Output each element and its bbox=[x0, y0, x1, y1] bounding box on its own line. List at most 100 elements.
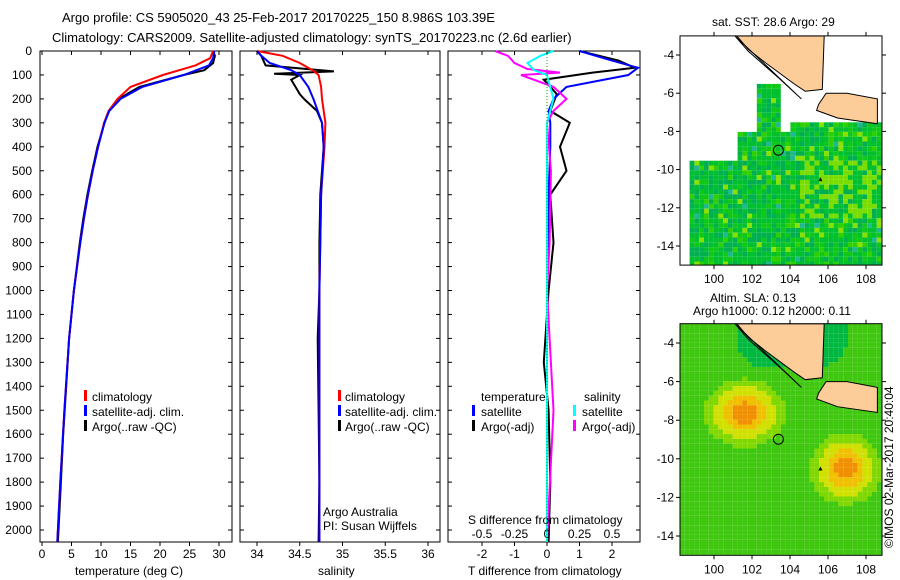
map-cell bbox=[780, 496, 786, 502]
map-cell bbox=[852, 424, 858, 430]
map-cell bbox=[761, 414, 767, 420]
map-cell bbox=[800, 496, 805, 502]
map-cell bbox=[800, 410, 805, 415]
map-cell bbox=[761, 131, 767, 137]
map-cell bbox=[732, 357, 738, 363]
map-cell bbox=[699, 530, 704, 535]
map-cell bbox=[790, 525, 796, 531]
map-cell bbox=[876, 189, 882, 195]
map-cell bbox=[785, 155, 791, 161]
map-cell bbox=[689, 424, 695, 430]
map-cell bbox=[766, 482, 772, 487]
map-cell bbox=[867, 362, 872, 367]
map-cell bbox=[752, 170, 757, 176]
map-cell bbox=[713, 395, 719, 401]
map-cell bbox=[694, 438, 700, 444]
map-cell bbox=[828, 141, 834, 147]
map-cell bbox=[766, 434, 772, 439]
map-cell bbox=[867, 256, 872, 262]
map-cell bbox=[771, 107, 776, 113]
map-cell bbox=[872, 237, 877, 243]
map-cell bbox=[752, 510, 757, 516]
map-cell bbox=[742, 448, 748, 454]
map-cell bbox=[723, 160, 728, 166]
map-cell bbox=[804, 179, 810, 185]
map-cell bbox=[708, 333, 714, 339]
map-cell bbox=[756, 203, 762, 209]
map-cell bbox=[766, 525, 772, 531]
map-cell bbox=[747, 549, 752, 555]
map-cell bbox=[800, 247, 805, 252]
map-cell bbox=[876, 223, 882, 228]
map-cell bbox=[857, 208, 863, 214]
map-cell bbox=[737, 131, 743, 137]
map-cell bbox=[833, 333, 839, 339]
map-cell bbox=[872, 261, 877, 266]
map-cell bbox=[872, 127, 877, 132]
map-cell bbox=[838, 434, 844, 439]
map-cell bbox=[843, 199, 848, 204]
map-cell bbox=[723, 170, 728, 176]
map-cell bbox=[728, 405, 733, 411]
map-cell bbox=[723, 247, 728, 252]
map-cell bbox=[694, 251, 700, 257]
map-cell bbox=[819, 213, 824, 219]
legend-label: Argo(-adj) bbox=[481, 420, 534, 434]
map-cell bbox=[872, 453, 877, 459]
map-cell bbox=[689, 342, 695, 348]
map-cell bbox=[833, 141, 839, 147]
map-cell bbox=[828, 458, 834, 463]
map-cell bbox=[689, 376, 695, 382]
map-cell bbox=[833, 491, 839, 497]
map-cell bbox=[694, 242, 700, 248]
map-cell bbox=[828, 544, 834, 550]
map-cell bbox=[747, 218, 752, 224]
map-cell bbox=[680, 400, 685, 406]
map-cell bbox=[728, 203, 733, 209]
map-cell bbox=[809, 400, 815, 406]
map-cell bbox=[814, 501, 820, 507]
map-cell bbox=[867, 419, 872, 425]
map-cell bbox=[718, 342, 724, 348]
map-cell bbox=[728, 208, 733, 214]
map-cell bbox=[713, 467, 719, 473]
map-cell bbox=[771, 434, 776, 439]
map-cell bbox=[814, 486, 820, 492]
map-cell bbox=[795, 146, 800, 152]
map-cell bbox=[867, 525, 872, 531]
map-cell bbox=[824, 554, 829, 556]
map-cell bbox=[747, 160, 752, 166]
map-cell bbox=[752, 458, 757, 463]
coast-contour bbox=[734, 323, 802, 388]
map-cell bbox=[876, 390, 882, 396]
map-cell bbox=[689, 194, 695, 200]
map-cell bbox=[828, 338, 834, 343]
map-cell bbox=[766, 386, 772, 391]
map-cell bbox=[708, 501, 714, 507]
map-cell bbox=[776, 395, 781, 401]
map-cell bbox=[694, 194, 700, 200]
map-cell bbox=[857, 223, 863, 228]
map-cell bbox=[828, 160, 834, 166]
map-cell bbox=[723, 390, 728, 396]
map-cell bbox=[776, 549, 781, 555]
map-cell bbox=[728, 242, 733, 248]
map-cell bbox=[857, 544, 863, 550]
map-cell bbox=[718, 530, 724, 535]
map-cell bbox=[713, 472, 719, 478]
map-cell bbox=[848, 506, 853, 511]
map-cell bbox=[737, 400, 743, 406]
map-cell bbox=[843, 510, 848, 516]
map-cell bbox=[776, 510, 781, 516]
map-cell bbox=[699, 165, 704, 171]
map-cell bbox=[689, 357, 695, 363]
map-cell bbox=[795, 184, 800, 190]
map-cell bbox=[824, 477, 829, 483]
map-cell bbox=[867, 151, 872, 156]
map-cell bbox=[723, 472, 728, 478]
map-cell bbox=[833, 477, 839, 483]
map-cell bbox=[785, 199, 791, 204]
map-cell bbox=[857, 342, 863, 348]
map-cell bbox=[795, 390, 800, 396]
legend-swatch-t-argo bbox=[472, 420, 475, 431]
